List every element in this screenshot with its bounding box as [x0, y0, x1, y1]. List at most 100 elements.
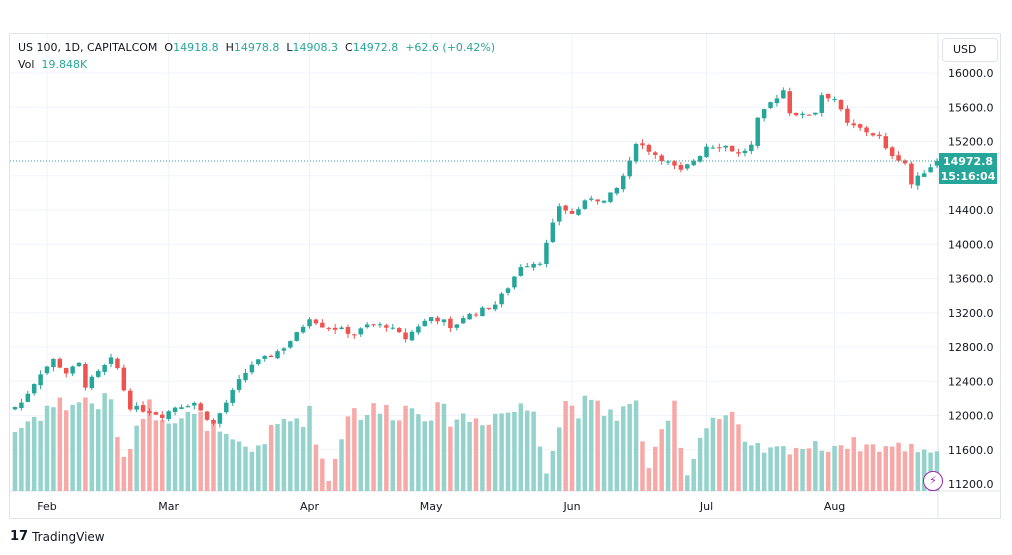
- volume-bar: [672, 400, 677, 491]
- candle-body: [236, 379, 242, 390]
- volume-bar: [742, 441, 748, 491]
- volume-bar: [166, 423, 171, 491]
- volume-bar: [537, 446, 543, 491]
- candle-body: [108, 357, 114, 364]
- candle-body: [294, 332, 299, 341]
- volume-bar: [806, 448, 812, 491]
- volume-bar: [83, 397, 88, 491]
- candle-body: [192, 402, 197, 406]
- volume-bar: [685, 475, 690, 491]
- candle-body: [877, 134, 882, 137]
- volume-bar: [608, 409, 613, 491]
- candle-body: [659, 155, 664, 162]
- candle-body: [390, 327, 396, 329]
- tradingview-logo[interactable]: 17 TradingView: [10, 529, 105, 544]
- volume-bar: [915, 452, 921, 491]
- candle-body: [614, 188, 620, 194]
- currency-button[interactable]: USD: [942, 38, 998, 62]
- candle-body: [275, 351, 280, 359]
- volume-bar: [89, 403, 95, 491]
- volume-bar: [211, 419, 216, 491]
- volume-bar: [147, 399, 152, 491]
- volume-bar: [332, 458, 338, 491]
- volume-bar: [595, 400, 600, 491]
- candle-body: [12, 406, 18, 410]
- volume-bar: [371, 403, 376, 491]
- candle-body: [813, 112, 818, 115]
- candle-body: [358, 328, 363, 335]
- volume-bar: [217, 431, 223, 491]
- volume-bar: [134, 425, 139, 491]
- candle-body: [300, 326, 306, 333]
- candle-body: [544, 242, 549, 264]
- candle-body: [140, 405, 146, 412]
- change-value: +62.6 (+0.42%): [405, 41, 496, 54]
- candle-body: [262, 355, 267, 359]
- volume-bar: [31, 416, 37, 491]
- bar-countdown: 15:16:04: [940, 170, 996, 183]
- volume-bar: [172, 423, 178, 491]
- volume-bar: [717, 419, 722, 491]
- volume-bar: [576, 418, 581, 491]
- volume-bar: [621, 406, 626, 491]
- candle-body: [806, 114, 812, 116]
- candle-body: [768, 102, 773, 108]
- candle-body: [364, 324, 370, 328]
- volume-bar: [512, 411, 517, 491]
- candle-body: [896, 155, 901, 161]
- volume-bar: [787, 454, 792, 491]
- volume-bar: [230, 439, 235, 491]
- volume-bar: [192, 413, 197, 491]
- candle-body: [838, 99, 844, 110]
- volume-bar: [396, 420, 402, 491]
- y-tick-label: 12800.0: [948, 341, 994, 354]
- candle-body: [608, 192, 613, 202]
- candle-body: [576, 209, 581, 215]
- volume-bar: [364, 414, 370, 491]
- candle-body: [480, 307, 485, 317]
- volume-bar: [864, 444, 869, 491]
- candle-body: [435, 317, 440, 322]
- volume-bar: [492, 413, 498, 491]
- volume-bar: [70, 404, 75, 491]
- candle-body: [621, 175, 626, 190]
- volume-bar: [857, 451, 863, 491]
- candle-body: [121, 367, 127, 391]
- candle-body: [38, 374, 43, 386]
- candle-body: [345, 327, 351, 334]
- symbol-label[interactable]: US 100, 1D, CAPITALCOM: [18, 41, 158, 54]
- volume-bar: [76, 402, 82, 491]
- candle-body: [934, 160, 940, 166]
- volume-bar: [390, 420, 396, 491]
- candle-body: [403, 332, 408, 340]
- open-value: 14918.8: [173, 41, 219, 54]
- volume-bar: [416, 414, 421, 491]
- low-value: 14908.3: [292, 41, 339, 54]
- volume-bar: [845, 448, 850, 491]
- brand-name: TradingView: [32, 529, 105, 544]
- volume-bar: [275, 423, 280, 491]
- lightning-icon[interactable]: ⚡: [923, 471, 943, 491]
- volume-bar: [128, 448, 133, 491]
- x-tick-label: Jun: [562, 500, 580, 513]
- candle-body: [377, 324, 383, 326]
- volume-bar: [665, 420, 671, 491]
- candle-body: [550, 222, 556, 243]
- volume-bar: [832, 445, 837, 491]
- candle-body: [454, 324, 460, 328]
- candle-body: [211, 419, 216, 424]
- x-tick-label: Feb: [37, 500, 56, 513]
- candle-body: [512, 276, 517, 288]
- candle-body: [915, 175, 921, 186]
- y-tick-label: 15600.0: [948, 101, 994, 114]
- candle-body: [352, 334, 357, 336]
- candle-body: [166, 411, 171, 420]
- candle-body: [883, 136, 889, 149]
- candle-body: [640, 143, 645, 146]
- volume-bar: [889, 446, 895, 491]
- volume-bar: [243, 446, 248, 491]
- volume-bar: [352, 408, 357, 491]
- low-label: L: [286, 41, 293, 54]
- candle-body: [422, 320, 428, 327]
